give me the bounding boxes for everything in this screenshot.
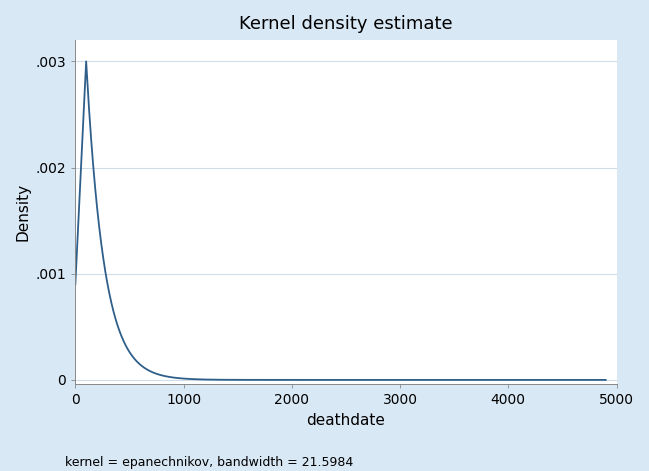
Text: kernel = epanechnikov, bandwidth = 21.5984: kernel = epanechnikov, bandwidth = 21.59… (65, 456, 353, 469)
Y-axis label: Density: Density (15, 183, 30, 241)
X-axis label: deathdate: deathdate (306, 413, 386, 428)
Title: Kernel density estimate: Kernel density estimate (239, 15, 453, 33)
